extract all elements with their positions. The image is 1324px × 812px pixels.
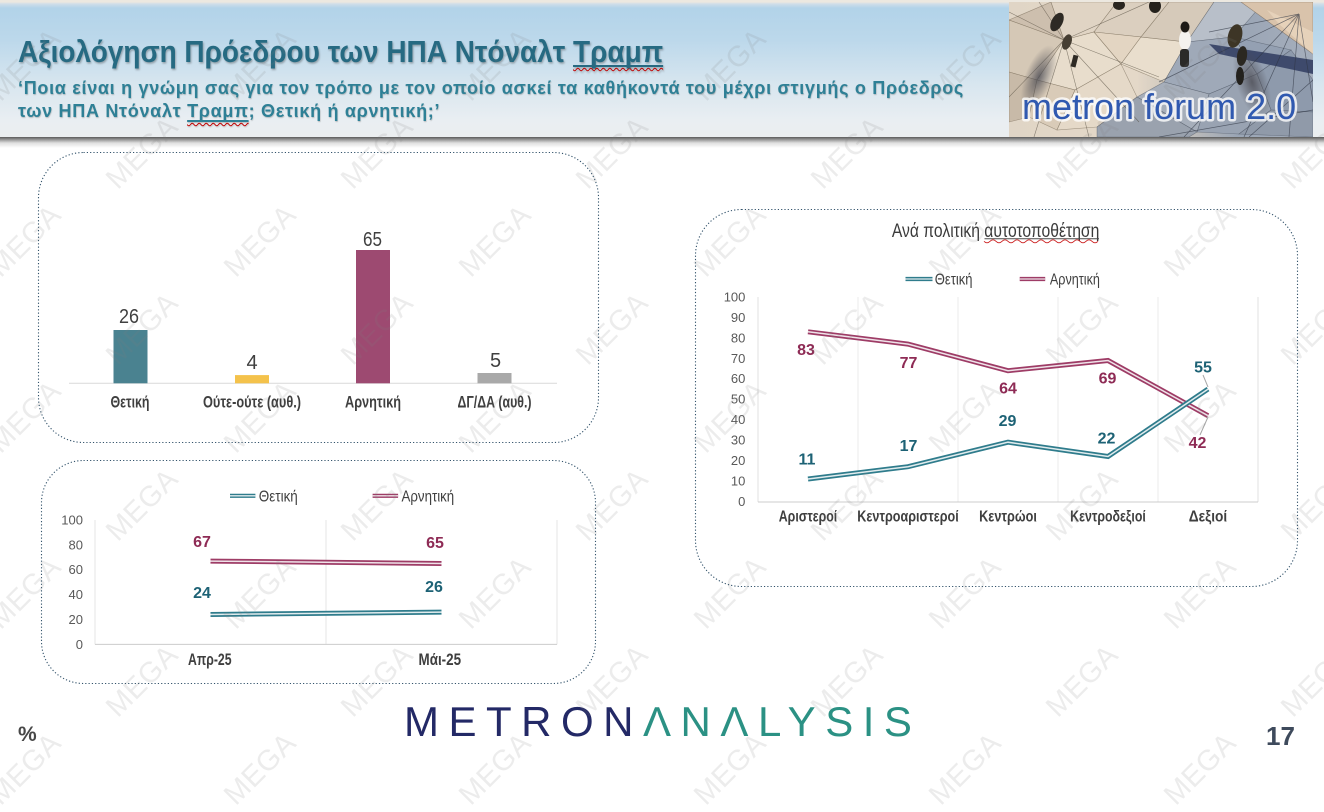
svg-text:90: 90 — [731, 310, 745, 325]
svg-text:0: 0 — [76, 637, 83, 652]
svg-text:Κεντρώοι: Κεντρώοι — [979, 509, 1037, 526]
svg-text:80: 80 — [731, 330, 745, 345]
svg-text:30: 30 — [731, 433, 745, 448]
svg-text:42: 42 — [1189, 435, 1207, 452]
svg-text:Απρ-25: Απρ-25 — [188, 650, 232, 669]
svg-text:Αρνητική: Αρνητική — [345, 393, 401, 412]
svg-text:60: 60 — [731, 371, 745, 386]
svg-text:20: 20 — [69, 612, 83, 627]
svg-text:Αρνητική: Αρνητική — [402, 488, 455, 505]
svg-text:5: 5 — [490, 350, 501, 372]
svg-text:55: 55 — [1194, 360, 1212, 377]
svg-text:65: 65 — [363, 229, 382, 251]
svg-text:64: 64 — [999, 381, 1017, 398]
svg-text:Ανά πολιτική αυτοτοποθέτηση: Ανά πολιτική αυτοτοποθέτηση — [892, 221, 1100, 242]
svg-text:Κεντροδεξιοί: Κεντροδεξιοί — [1070, 509, 1146, 526]
svg-text:Μάι-25: Μάι-25 — [419, 650, 462, 669]
svg-text:69: 69 — [1099, 371, 1117, 388]
svg-text:Θετική: Θετική — [259, 488, 298, 505]
svg-text:40: 40 — [731, 412, 745, 427]
svg-text:24: 24 — [193, 585, 211, 602]
svg-text:10: 10 — [731, 473, 745, 488]
svg-text:20: 20 — [731, 453, 745, 468]
svg-text:100: 100 — [61, 512, 83, 527]
svg-text:100: 100 — [724, 290, 746, 305]
svg-text:26: 26 — [119, 306, 139, 328]
svg-text:Θετική: Θετική — [935, 272, 973, 289]
svg-text:Θετική: Θετική — [111, 393, 150, 412]
svg-text:ΔΓ/ΔΑ (αυθ.): ΔΓ/ΔΑ (αυθ.) — [458, 393, 532, 412]
svg-text:17: 17 — [900, 438, 918, 455]
svg-text:80: 80 — [69, 537, 83, 552]
svg-text:40: 40 — [69, 587, 83, 602]
svg-text:Δεξιοί: Δεξιοί — [1189, 509, 1228, 526]
svg-text:77: 77 — [900, 355, 918, 372]
svg-text:11: 11 — [799, 452, 816, 469]
svg-text:26: 26 — [425, 579, 443, 596]
svg-text:4: 4 — [246, 352, 257, 374]
svg-text:70: 70 — [731, 351, 745, 366]
svg-text:50: 50 — [731, 392, 745, 407]
svg-text:Αρνητική: Αρνητική — [1050, 272, 1100, 289]
svg-text:Αριστεροί: Αριστεροί — [779, 509, 838, 526]
svg-text:Ούτε-ούτε (αυθ.): Ούτε-ούτε (αυθ.) — [203, 393, 301, 412]
svg-text:65: 65 — [426, 535, 444, 552]
svg-text:29: 29 — [999, 413, 1017, 430]
svg-text:67: 67 — [193, 534, 211, 551]
svg-text:83: 83 — [797, 342, 815, 359]
svg-text:22: 22 — [1098, 431, 1116, 448]
svg-text:metron forum 2.0: metron forum 2.0 — [1022, 86, 1296, 127]
svg-text:60: 60 — [69, 562, 83, 577]
svg-text:0: 0 — [738, 494, 745, 509]
svg-text:Κεντροαριστεροί: Κεντροαριστεροί — [857, 509, 958, 526]
svg-text:metron forum 2.0: metron forum 2.0 — [1022, 86, 1296, 127]
